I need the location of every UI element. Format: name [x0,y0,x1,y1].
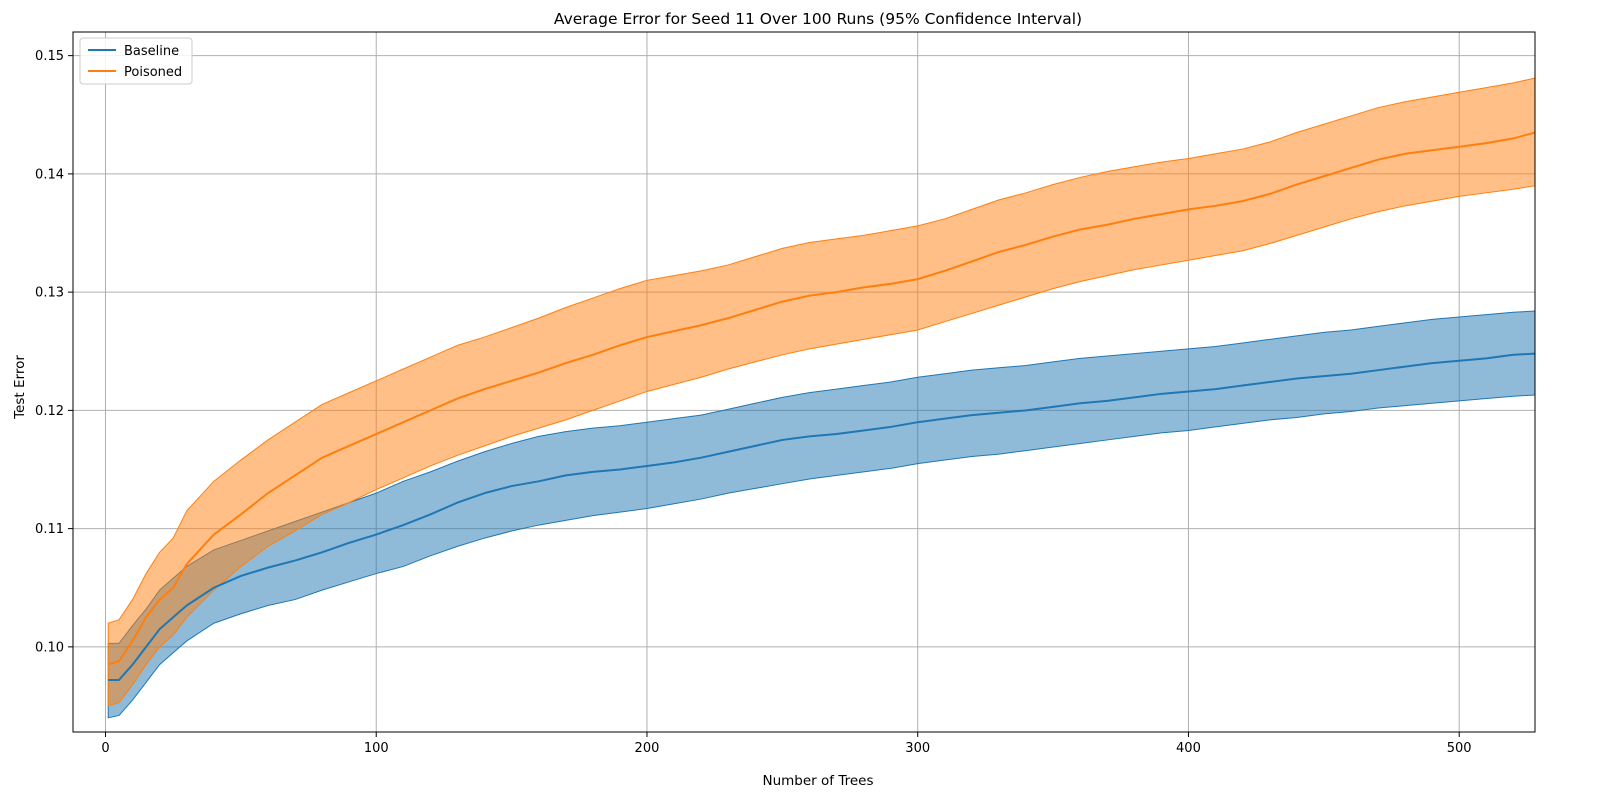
legend-label-baseline: Baseline [124,44,179,59]
x-tick-label: 200 [635,741,660,756]
chart-title: Average Error for Seed 11 Over 100 Runs … [554,10,1082,28]
legend-label-poisoned: Poisoned [124,65,182,80]
x-tick-label: 400 [1176,741,1201,756]
x-tick-label: 100 [364,741,389,756]
tick-labels: 0 100 200 300 400 500 0.10 0.11 0.12 0.13 0.14 0.15 [35,49,1472,756]
axes [68,31,1536,737]
x-tick-label: 0 [101,741,109,756]
plot-frame [72,31,1536,733]
series-line-poisoned [107,131,1536,666]
x-tick-label: 300 [905,741,930,756]
y-tick-label: 0.11 [35,522,64,537]
y-tick-label: 0.15 [35,49,64,64]
x-axis-label: Number of Trees [763,773,874,789]
y-tick-label: 0.14 [35,167,64,182]
y-tick-label: 0.10 [35,640,64,655]
y-tick-label: 0.13 [35,286,64,301]
series-line-baseline [108,352,1536,681]
x-tick-label: 500 [1447,741,1472,756]
mean-lines [107,131,1536,681]
y-tick-label: 0.12 [35,404,64,419]
legend: Baseline Poisoned [79,37,193,85]
y-axis-label: Test Error [12,355,28,420]
